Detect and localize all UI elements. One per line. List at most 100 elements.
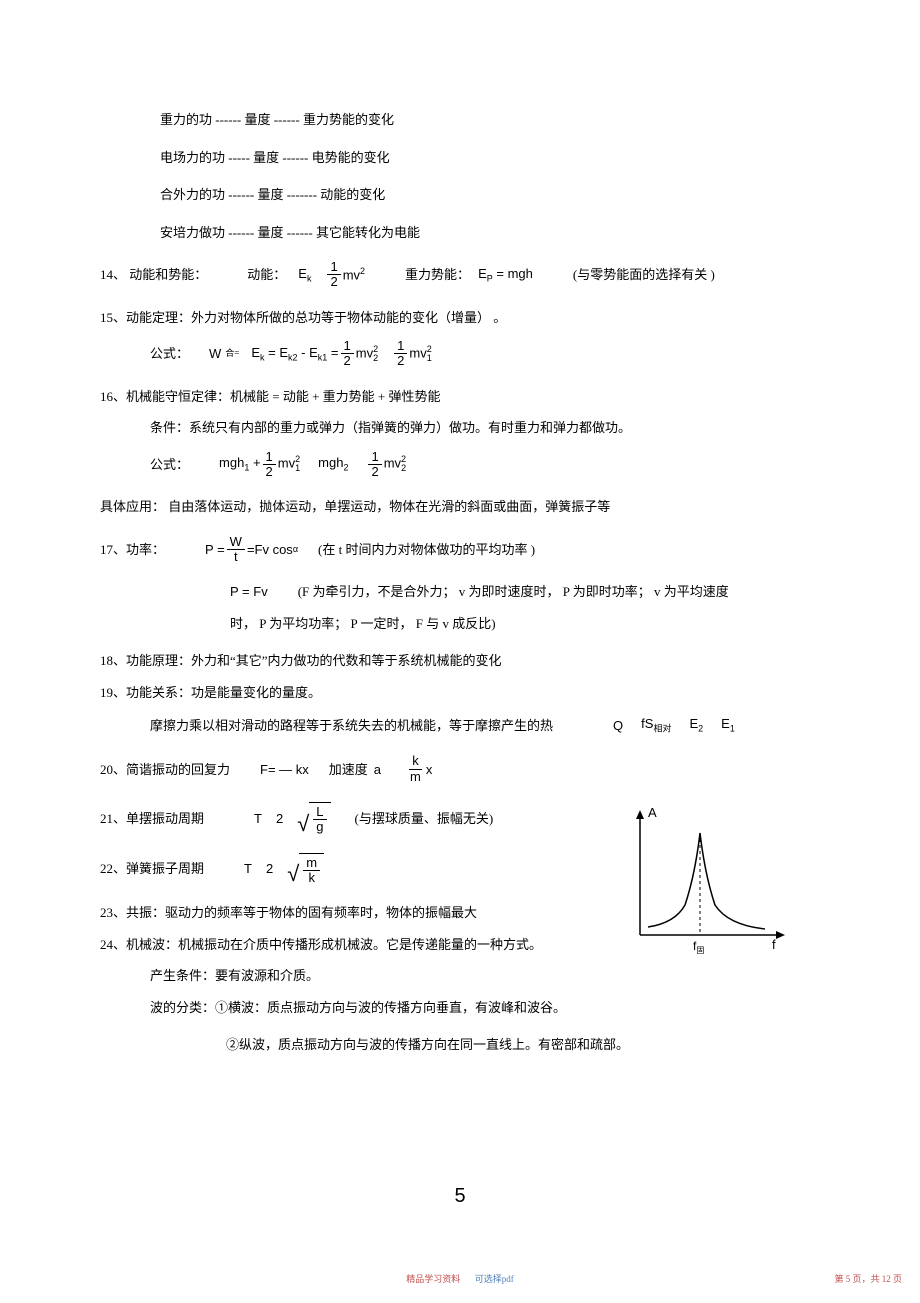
item-17-line2: P = Fv (F 为牵引力，不是合外力； v 为即时速度时， P 为即时功率；… bbox=[100, 582, 820, 602]
resonance-curve bbox=[648, 833, 765, 929]
sqrt: √ Lg bbox=[297, 802, 330, 835]
prefix: 21、单摆振动周期 bbox=[100, 809, 204, 829]
prefix: 14、 动能和势能： bbox=[100, 265, 207, 285]
text: 19、功能关系：功是能量变化的量度。 bbox=[100, 683, 321, 703]
w: W bbox=[209, 344, 221, 364]
mv2: mv2 bbox=[343, 265, 365, 285]
text: 摩擦力乘以相对滑动的路程等于系统失去的机械能，等于摩擦产生的热 bbox=[150, 716, 553, 736]
text: 15、动能定理：外力对物体所做的总功等于物体动能的变化（增量） 。 bbox=[100, 308, 506, 328]
mv1: mv21 bbox=[278, 453, 300, 475]
t: T bbox=[254, 809, 262, 829]
prefix: 22、弹簧振子周期 bbox=[100, 859, 204, 879]
peak-label: f固 bbox=[693, 939, 704, 955]
y-arrow-icon bbox=[636, 810, 644, 819]
ek-eq: Ek = Ek2 - Ek1 = bbox=[251, 343, 338, 365]
text: 重力的功 ------ 量度 ------ 重力势能的变化 bbox=[160, 110, 394, 130]
mgh2: mgh2 bbox=[318, 453, 348, 475]
footer-text-b: 可选择pdf bbox=[475, 1274, 514, 1284]
text: 具体应用： 自由落体运动，抛体运动，单摆运动，物体在光滑的斜面或曲面，弹簧振子等 bbox=[100, 497, 610, 517]
prefix: 20、简谐振动的回复力 bbox=[100, 760, 230, 780]
item-24-l3: 波的分类：①横波：质点振动方向与波的传播方向垂直，有波峰和波谷。 bbox=[100, 998, 820, 1018]
sqrt-icon: √ bbox=[287, 863, 299, 885]
item-16-text: 16、机械能守恒定律：机械能 = 动能 + 重力势能 + 弹性势能 bbox=[100, 387, 820, 407]
p-eq: P = bbox=[205, 540, 225, 560]
fraction-half: 12 bbox=[327, 260, 340, 290]
item-20: 20、简谐振动的回复力 F= — kx 加速度 a km x bbox=[100, 754, 820, 784]
f-eq: F= — kx bbox=[260, 760, 309, 780]
mv2: mv22 bbox=[384, 453, 406, 475]
two: 2 bbox=[266, 859, 273, 879]
frac-wt: Wt bbox=[227, 535, 245, 565]
sqrt: √ mk bbox=[287, 853, 324, 886]
footer-text-a: 精品学习资料 bbox=[406, 1274, 460, 1284]
x-arrow-icon bbox=[776, 931, 785, 939]
frac1: 12 bbox=[341, 339, 354, 369]
item-14: 14、 动能和势能： 动能： Ek 12 mv2 重力势能： EP = mgh … bbox=[100, 260, 820, 290]
pfv: P = Fv bbox=[230, 582, 268, 602]
resonance-graph: A f f固 bbox=[620, 805, 790, 965]
t: T bbox=[244, 859, 252, 879]
fs: fS相对 bbox=[641, 714, 671, 736]
x-label: f bbox=[772, 937, 776, 952]
label-ke: 动能： bbox=[247, 265, 286, 285]
subscript-he: 合= bbox=[225, 347, 239, 361]
text: 产生条件：要有波源和介质。 bbox=[150, 966, 319, 986]
text: 24、机械波：机械振动在介质中传播形成机械波。它是传递能量的一种方式。 bbox=[100, 935, 542, 955]
frac-km: km bbox=[407, 754, 424, 784]
item-17-line3: 时， P 为平均功率； P 一定时， F 与 v 成反比) bbox=[100, 614, 820, 634]
item-17-line1: 17、功率： P = Wt =Fv cos α (在 t 时间内力对物体做功的平… bbox=[100, 535, 820, 565]
note: (与零势能面的选择有关 ) bbox=[573, 265, 715, 285]
note1: (在 t 时间内力对物体做功的平均功率 ) bbox=[318, 540, 535, 560]
footer-center: 精品学习资料 可选择pdf bbox=[0, 1272, 920, 1285]
fvcos: =Fv cos bbox=[247, 540, 293, 560]
text: 18、功能原理：外力和“其它”内力做功的代数和等于系统机械能的变化 bbox=[100, 651, 502, 671]
q: Q bbox=[613, 716, 623, 736]
item-18: 18、功能原理：外力和“其它”内力做功的代数和等于系统机械能的变化 bbox=[100, 651, 820, 671]
item-16-app: 具体应用： 自由落体运动，抛体运动，单摆运动，物体在光滑的斜面或曲面，弹簧振子等 bbox=[100, 497, 820, 517]
item-24-l4: ②纵波，质点振动方向与波的传播方向在同一直线上。有密部和疏部。 bbox=[100, 1035, 820, 1055]
x: x bbox=[426, 760, 433, 780]
line-net-work: 合外力的功 ------ 量度 ------- 动能的变化 bbox=[100, 185, 820, 205]
text: ②纵波，质点振动方向与波的传播方向在同一直线上。有密部和疏部。 bbox=[226, 1035, 629, 1055]
page-number: 5 bbox=[0, 1185, 920, 1208]
note2: (F 为牵引力，不是合外力； v 为即时速度时， P 为即时功率； v 为平均速… bbox=[298, 582, 729, 602]
footer-right: 第 5 页，共 12 页 bbox=[834, 1272, 902, 1285]
ep-formula: EP = mgh bbox=[478, 264, 533, 286]
acc-label: 加速度 bbox=[329, 760, 368, 780]
a: a bbox=[374, 760, 381, 780]
note: (与摆球质量、振幅无关) bbox=[355, 809, 494, 829]
item-19-line2: 摩擦力乘以相对滑动的路程等于系统失去的机械能，等于摩擦产生的热 Q fS相对 E… bbox=[100, 714, 820, 736]
line-electric-work: 电场力的功 ----- 量度 ------ 电势能的变化 bbox=[100, 148, 820, 168]
item-15-text: 15、动能定理：外力对物体所做的总功等于物体动能的变化（增量） 。 bbox=[100, 308, 820, 328]
sqrt-icon: √ bbox=[297, 813, 309, 835]
text: 合外力的功 ------ 量度 ------- 动能的变化 bbox=[160, 185, 385, 205]
mgh1: mgh1 + bbox=[219, 453, 261, 475]
two: 2 bbox=[276, 809, 283, 829]
item-16-formula: 公式： mgh1 + 12 mv21 mgh2 12 mv22 bbox=[100, 450, 820, 480]
label: 公式： bbox=[150, 455, 189, 475]
text: 电场力的功 ----- 量度 ------ 电势能的变化 bbox=[160, 148, 390, 168]
label: 公式： bbox=[150, 344, 189, 364]
line-ampere-work: 安培力做功 ------ 量度 ------ 其它能转化为电能 bbox=[100, 223, 820, 243]
prefix: 17、功率： bbox=[100, 540, 165, 560]
item-16-cond: 条件：系统只有内部的重力或弹力（指弹簧的弹力）做功。有时重力和弹力都做功。 bbox=[100, 418, 820, 438]
graph-svg: A f f固 bbox=[620, 805, 790, 965]
text: 安培力做功 ------ 量度 ------ 其它能转化为电能 bbox=[160, 223, 420, 243]
text: 23、共振：驱动力的频率等于物体的固有频率时，物体的振幅最大 bbox=[100, 903, 477, 923]
frac2: 12 bbox=[394, 339, 407, 369]
text: 波的分类：①横波：质点振动方向与波的传播方向垂直，有波峰和波谷。 bbox=[150, 998, 566, 1018]
text: 时， P 为平均功率； P 一定时， F 与 v 成反比) bbox=[230, 614, 496, 634]
e2: E2 bbox=[689, 714, 703, 736]
text: 条件：系统只有内部的重力或弹力（指弹簧的弹力）做功。有时重力和弹力都做功。 bbox=[150, 418, 631, 438]
text: 16、机械能守恒定律：机械能 = 动能 + 重力势能 + 弹性势能 bbox=[100, 387, 441, 407]
item-24-l2: 产生条件：要有波源和介质。 bbox=[100, 966, 820, 986]
ek-symbol: Ek bbox=[298, 264, 311, 286]
frac1: 12 bbox=[263, 450, 276, 480]
alpha: α bbox=[293, 543, 298, 557]
mv22: mv22 bbox=[356, 343, 378, 365]
mv21: mv21 bbox=[409, 343, 431, 365]
e1: E1 bbox=[721, 714, 735, 736]
label-pe: 重力势能： bbox=[405, 265, 470, 285]
item-19: 19、功能关系：功是能量变化的量度。 bbox=[100, 683, 820, 703]
line-gravity-work: 重力的功 ------ 量度 ------ 重力势能的变化 bbox=[100, 110, 820, 130]
